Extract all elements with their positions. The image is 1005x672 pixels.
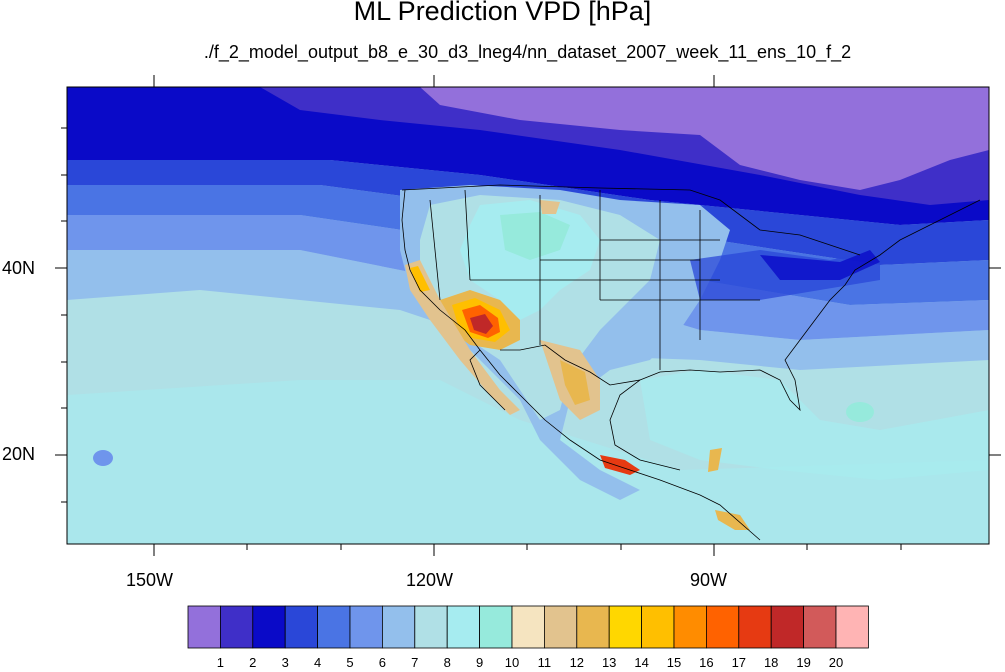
colorbar-label: 7 [411,655,419,670]
colorbar-label: 19 [796,655,811,670]
colorbar-label: 20 [828,655,844,670]
colorbar-swatch [706,605,740,649]
colorbar-swatch [479,605,513,649]
colorbar-swatch [252,605,286,649]
colorbar-label: 11 [537,655,552,670]
axis-ticks [55,75,1001,556]
colorbar-swatch [544,605,578,649]
vpd-field [67,87,989,544]
colorbar-label: 3 [281,655,289,670]
lon-label-90w: 90W [690,570,728,590]
colorbar-swatch [187,605,221,649]
colorbar-swatch [803,605,837,649]
colorbar-swatch [608,605,643,649]
colorbar-swatch [673,605,707,649]
colorbar [187,605,869,649]
colorbar-label: 6 [378,655,386,670]
colorbar-label: 2 [249,655,257,670]
colorbar-swatch [317,605,351,649]
colorbar-swatch [446,605,481,649]
colorbar-label: 5 [346,655,354,670]
colorbar-label: 4 [313,655,322,670]
colorbar-label: 16 [699,655,714,670]
colorbar-swatch [738,605,772,649]
colorbar-swatch [641,605,675,649]
lat-label-20n: 20N [2,444,36,464]
colorbar-swatch [835,605,869,649]
colorbar-swatch [511,605,545,649]
map-title: ML Prediction VPD [hPa] [353,0,652,26]
colorbar-label: 17 [731,655,747,670]
colorbar-swatch [576,605,610,649]
colorbar-label: 1 [216,655,224,670]
colorbar-swatch [284,605,319,649]
colorbar-swatch [770,605,805,649]
colorbar-swatch [349,605,383,649]
coastlines [401,184,981,541]
colorbar-label: 9 [475,655,484,670]
colorbar-label: 18 [763,655,779,670]
colorbar-label: 10 [504,655,520,670]
colorbar-swatch [381,605,416,649]
lon-label-120w: 120W [406,570,454,590]
colorbar-label: 14 [634,655,649,670]
colorbar-label: 8 [443,655,451,670]
lat-label-40n: 40N [2,258,36,278]
lon-label-150w: 150W [126,570,174,590]
colorbar-swatch [219,605,254,649]
colorbar-label: 12 [569,655,585,670]
colorbar-swatch [414,605,448,649]
map-subtitle: ./f_2_model_output_b8_e_30_d3_lneg4/nn_d… [203,42,852,62]
colorbar-label: 15 [666,655,682,670]
colorbar-label: 13 [601,655,617,670]
